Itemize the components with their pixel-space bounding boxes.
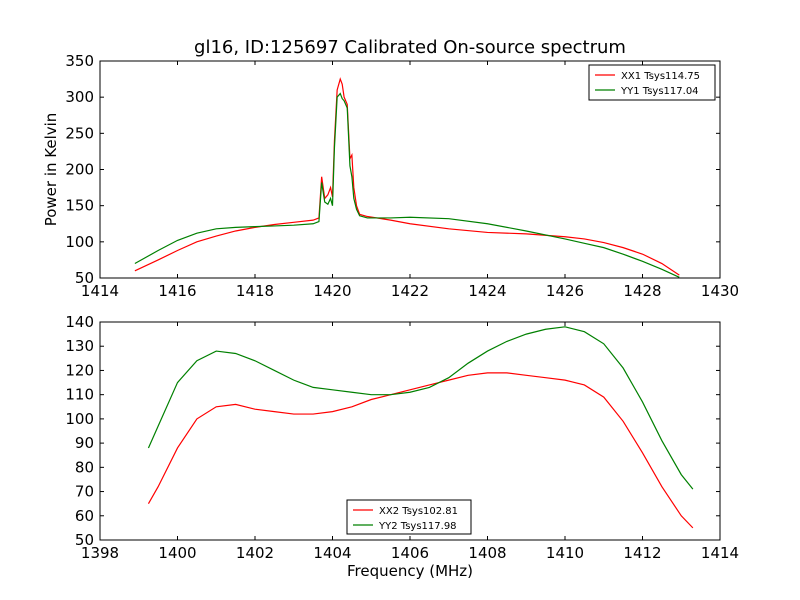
x-tick-label: 1400 (158, 544, 196, 562)
x-tick-label: 1398 (81, 544, 119, 562)
y-tick-label: 140 (65, 313, 94, 331)
x-tick-label: 1426 (546, 282, 584, 300)
x-tick-label: 1402 (236, 544, 274, 562)
legend: XX2 Tsys102.81 YY2 Tsys117.98 (346, 499, 472, 535)
bottom-panel: 1398 1400 1402 1404 1406 1408 1410 1412 1414 50 60… (65, 313, 739, 580)
y-tick-label: 60 (75, 507, 94, 525)
y-tick-label: 50 (75, 531, 94, 549)
x-tick-label: 1412 (623, 544, 661, 562)
legend-entry: YY1 Tsys117.04 (620, 86, 699, 97)
x-tick-label: 1430 (701, 282, 739, 300)
x-tick-label: 1424 (468, 282, 506, 300)
y-tick-label: 100 (65, 233, 94, 251)
series-line-yy1 (134, 92, 680, 278)
legend-entry: XX1 Tsys114.75 (621, 71, 700, 82)
y-tick-label: 150 (65, 197, 94, 215)
y-tick-label: 110 (65, 386, 94, 404)
y-tick-label: 200 (65, 161, 94, 179)
legend-box (588, 64, 716, 101)
x-tick-label: 1418 (236, 282, 274, 300)
y-tick-label: 100 (65, 410, 94, 428)
y-tick-label: 80 (75, 458, 94, 476)
y-tick-label: 350 (65, 52, 94, 70)
y-tick-label: 120 (65, 361, 94, 379)
series-line-yy2 (147, 326, 694, 490)
top-panel: 1414 1416 1418 1420 1422 1424 1426 1428 1430 50 10… (42, 52, 739, 300)
x-tick-label: 1420 (313, 282, 351, 300)
y-tick-label: 90 (75, 434, 94, 452)
figure-title: gl16, ID:125697 Calibrated On-source spe… (194, 37, 626, 58)
x-tick-label: 1414 (701, 544, 739, 562)
x-tick-label: 1406 (391, 544, 429, 562)
x-tick-label: 1410 (546, 544, 584, 562)
y-tick-label: 300 (65, 88, 94, 106)
y-tick-label: 250 (65, 124, 94, 142)
x-tick-label: 1414 (81, 282, 119, 300)
x-axis-label: Frequency (MHz) (347, 562, 473, 580)
y-tick-label: 50 (75, 269, 94, 287)
y-tick-label: 130 (65, 337, 94, 355)
series-line-xx2 (147, 372, 694, 529)
x-tick-label: 1404 (313, 544, 351, 562)
legend: XX1 Tsys114.75 YY1 Tsys117.04 (588, 64, 716, 101)
x-tick-label: 1428 (623, 282, 661, 300)
x-tick-label: 1408 (468, 544, 506, 562)
x-tick-label: 1422 (391, 282, 429, 300)
y-axis-label: Power in Kelvin (42, 113, 60, 227)
legend-entry: XX2 Tsys102.81 (379, 506, 458, 517)
x-tick-label: 1416 (158, 282, 196, 300)
legend-box (346, 499, 472, 535)
legend-entry: YY2 Tsys117.98 (378, 521, 457, 532)
y-tick-label: 70 (75, 483, 94, 501)
